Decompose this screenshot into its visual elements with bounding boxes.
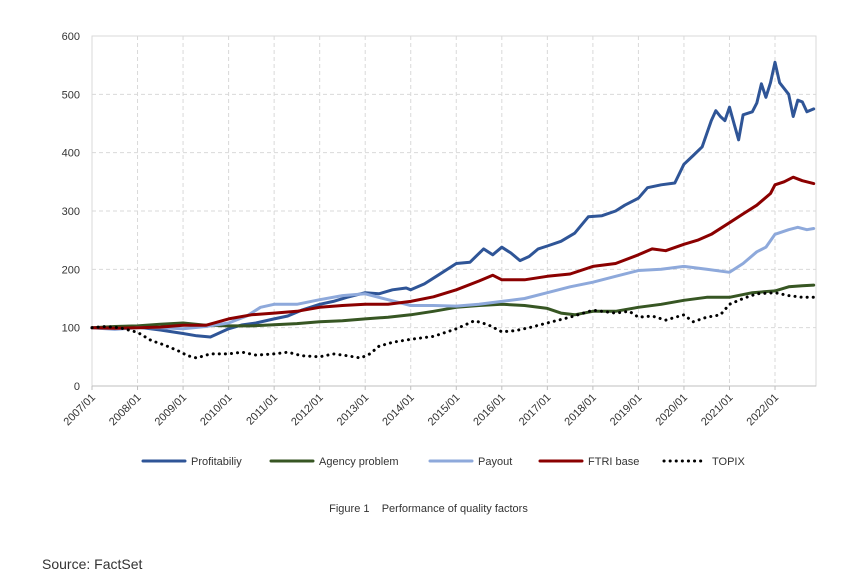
legend-label: Profitabiliy <box>191 456 242 468</box>
series-line-ftri-base <box>90 175 816 330</box>
legend-label: TOPIX <box>712 456 745 468</box>
x-tick-label: 2020/01 <box>653 392 690 429</box>
x-tick-label: 2007/01 <box>62 392 99 429</box>
y-tick-label: 200 <box>62 264 80 276</box>
x-tick-label: 2017/01 <box>517 392 554 429</box>
series-line-payout <box>90 225 816 331</box>
x-tick-label: 2013/01 <box>335 392 372 429</box>
x-tick-label: 2016/01 <box>471 392 508 429</box>
y-tick-label: 300 <box>62 206 80 218</box>
series-line-topix <box>90 291 816 360</box>
y-tick-label: 600 <box>62 31 80 43</box>
chart-series <box>90 60 816 360</box>
x-tick-label: 2011/01 <box>244 392 280 428</box>
y-tick-label: 400 <box>62 148 80 160</box>
x-tick-label: 2018/01 <box>562 392 599 429</box>
legend-label: Agency problem <box>319 456 399 468</box>
source-note: Source: FactSet <box>42 556 143 572</box>
x-tick-label: 2019/01 <box>608 392 645 429</box>
x-tick-label: 2010/01 <box>198 392 235 429</box>
chart-legend: Profitabiliy Agency problem Payout FTRI bas… <box>141 456 745 468</box>
chart: 0 100 200 300 400 500 600 2007/01 2008/01 2009/0… <box>62 31 817 468</box>
y-tick-label: 500 <box>62 89 80 101</box>
y-tick-label: 0 <box>74 381 80 393</box>
x-tick-label: 2012/01 <box>289 392 326 429</box>
legend-label: Payout <box>478 456 512 468</box>
y-axis: 0 100 200 300 400 500 600 <box>62 31 80 393</box>
x-axis: 2007/01 2008/01 2009/01 2010/01 2011/01 2012/… <box>62 385 816 429</box>
x-tick-label: 2008/01 <box>107 392 144 429</box>
series-line-profitabiliy <box>90 60 816 339</box>
x-tick-label: 2022/01 <box>745 392 782 429</box>
x-tick-label: 2021/01 <box>699 392 736 429</box>
figure-caption: Figure 1 Performance of quality factors <box>329 503 528 515</box>
legend-label: FTRI base <box>588 456 639 468</box>
x-tick-label: 2014/01 <box>380 392 417 429</box>
y-tick-label: 100 <box>62 323 80 335</box>
x-tick-label: 2009/01 <box>153 392 190 429</box>
chart-gridlines <box>91 35 817 387</box>
x-tick-label: 2015/01 <box>426 392 463 429</box>
